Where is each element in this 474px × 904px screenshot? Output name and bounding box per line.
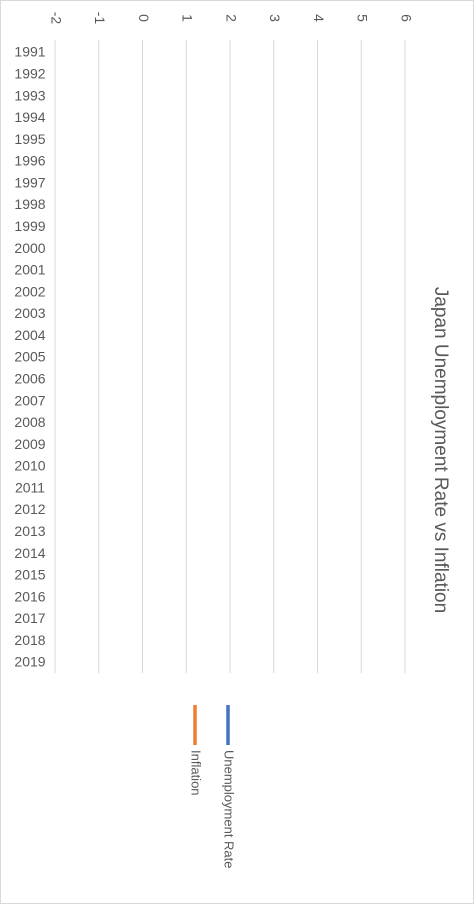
legend-label: Unemployment Rate [222, 750, 237, 869]
x-tick-label: 2015 [14, 567, 45, 583]
x-tick-label: 2012 [14, 501, 45, 517]
y-tick-label: 5 [355, 14, 371, 22]
x-tick-label: 2007 [14, 392, 45, 408]
x-tick-label: 1994 [14, 109, 45, 125]
x-tick-label: 2002 [14, 283, 45, 299]
x-tick-label: 2018 [14, 632, 45, 648]
x-tick-label: 2000 [14, 240, 45, 256]
x-tick-label: 1996 [14, 153, 45, 169]
x-tick-label: 2001 [14, 262, 45, 278]
y-tick-label: 6 [398, 14, 414, 22]
y-tick-label: -2 [48, 12, 64, 25]
x-tick-label: 1998 [14, 196, 45, 212]
y-tick-label: 3 [267, 14, 283, 22]
x-tick-label: 2004 [14, 327, 45, 343]
x-tick-label: 2003 [14, 305, 45, 321]
x-tick-label: 2014 [14, 545, 45, 561]
x-tick-label: 2009 [14, 436, 45, 452]
x-tick-label: 2010 [14, 458, 45, 474]
x-tick-label: 2019 [14, 654, 45, 670]
x-tick-label: 1991 [14, 44, 45, 60]
x-tick-label: 2017 [14, 610, 45, 626]
x-tick-label: 2011 [15, 479, 45, 495]
x-tick-label: 1999 [14, 218, 45, 234]
x-tick-label: 2008 [14, 414, 45, 430]
legend-label: Inflation [189, 750, 204, 796]
x-tick-label: 1997 [14, 174, 45, 190]
chart-title: Japan Unemployment Rate vs Inflation [430, 287, 451, 613]
x-tick-label: 1992 [14, 65, 45, 81]
x-tick-label: 2006 [14, 370, 45, 386]
x-tick-label: 2005 [14, 349, 45, 365]
x-tick-label: 2016 [14, 588, 45, 604]
y-tick-label: 4 [311, 14, 327, 22]
x-tick-label: 1995 [14, 131, 45, 147]
y-tick-label: 1 [180, 14, 196, 22]
y-tick-label: 0 [136, 14, 152, 22]
y-tick-label: -1 [92, 12, 108, 25]
y-tick-label: 2 [223, 14, 239, 22]
x-tick-label: 2013 [14, 523, 45, 539]
x-tick-label: 1993 [14, 87, 45, 103]
